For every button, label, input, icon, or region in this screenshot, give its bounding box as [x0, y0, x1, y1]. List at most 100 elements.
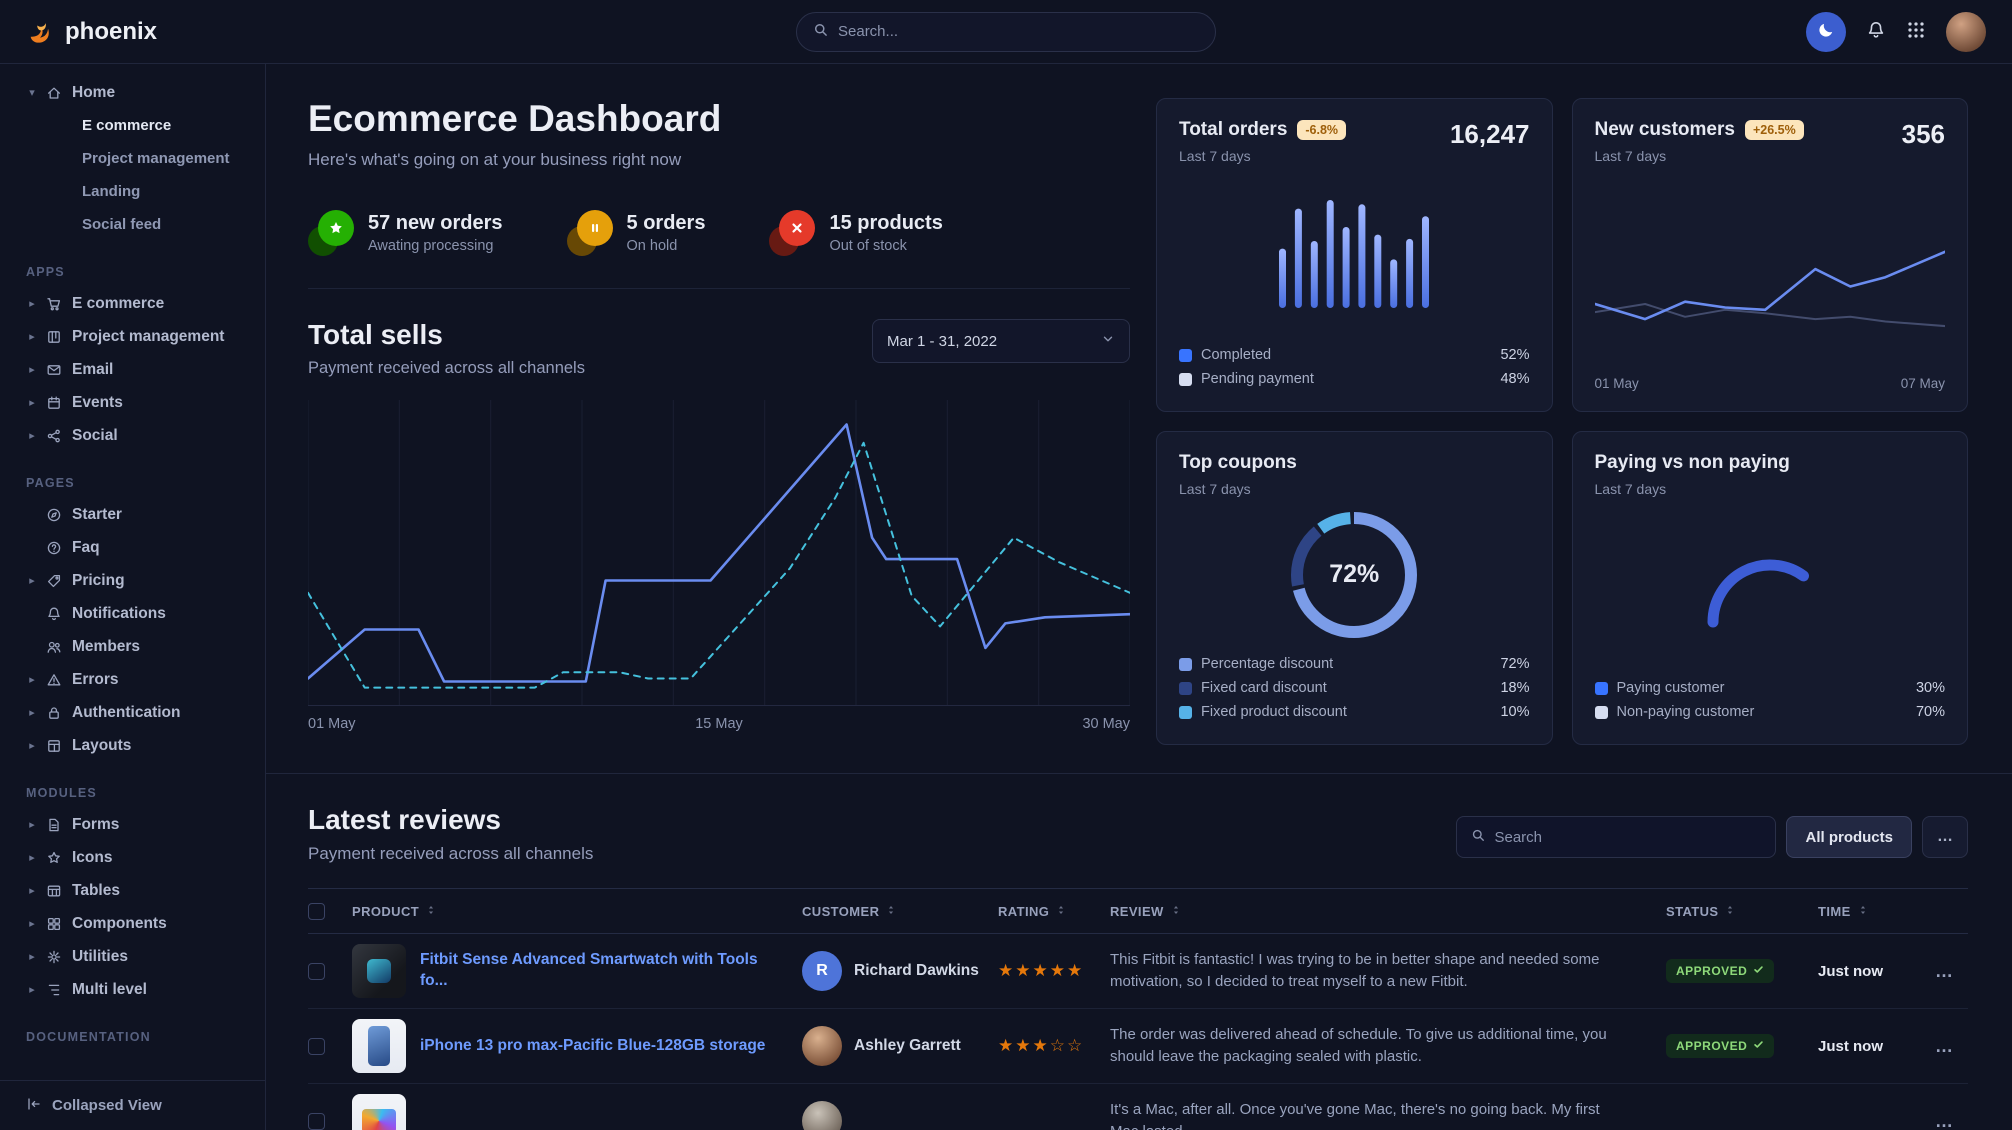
collapse-sidebar-button[interactable]: Collapsed View	[0, 1080, 265, 1130]
sidebar-item-components[interactable]: ▸ Components	[26, 907, 249, 940]
sidebar-item-label: Email	[72, 360, 114, 378]
column-header-review[interactable]: REVIEW	[1110, 904, 1666, 919]
sidebar-item-notifications[interactable]: Notifications	[26, 597, 249, 630]
star-icon	[46, 850, 62, 866]
stat-text: 15 products Out of stock	[829, 212, 942, 254]
sidebar-item-layouts[interactable]: ▸ Layouts	[26, 729, 249, 762]
sidebar-item-e-commerce[interactable]: E commerce	[82, 117, 172, 134]
sidebar-item-members[interactable]: Members	[26, 630, 249, 663]
total-orders-card: Total orders -6.8% Last 7 days 16,247 Co…	[1156, 98, 1553, 412]
legend-swatch	[1594, 681, 1608, 695]
legend-item-fixed-card-discount: Fixed card discount 18%	[1179, 676, 1530, 700]
row-menu-button[interactable]: …	[1935, 1110, 1953, 1130]
sort-icon	[1724, 904, 1736, 919]
row-checkbox[interactable]	[308, 962, 325, 980]
status-label: APPROVED	[1676, 1039, 1748, 1053]
select-all-checkbox[interactable]	[308, 902, 325, 920]
sidebar-item-errors[interactable]: ▸ Errors	[26, 663, 249, 696]
sidebar-item-label: Layouts	[72, 736, 132, 754]
sidebar-item-tables[interactable]: ▸ Tables	[26, 874, 249, 907]
legend-item-paying-customer: Paying customer 30%	[1594, 676, 1945, 700]
row-menu-button[interactable]: …	[1935, 1035, 1953, 1056]
rating-stars: ★★★★★	[998, 961, 1085, 980]
new-customers-badge: +26.5%	[1744, 120, 1804, 140]
column-header-customer[interactable]: CUSTOMER	[802, 904, 998, 919]
reviews-table-body: Fitbit Sense Advanced Smartwatch with To…	[308, 934, 1968, 1130]
row-menu-button[interactable]: …	[1935, 960, 1953, 981]
brand[interactable]: phoenix	[26, 17, 157, 47]
column-header-time[interactable]: TIME	[1818, 904, 1920, 919]
section-divider	[266, 773, 2012, 774]
sidebar-item-label: Starter	[72, 505, 122, 523]
sidebar-item-email[interactable]: ▸ Email	[26, 353, 249, 386]
warning-icon	[46, 672, 62, 688]
caret-icon: ▸	[29, 852, 35, 864]
column-header-status[interactable]: STATUS	[1666, 904, 1818, 919]
sidebar-item-events[interactable]: ▸ Events	[26, 386, 249, 419]
sidebar-item-landing[interactable]: Landing	[82, 183, 141, 200]
sort-icon	[1857, 904, 1869, 919]
legend-percent: 30%	[1915, 680, 1945, 696]
column-label: REVIEW	[1110, 903, 1164, 919]
legend-percent: 10%	[1500, 704, 1530, 720]
sidebar-item-pricing[interactable]: ▸ Pricing	[26, 564, 249, 597]
sidebar-item-icons[interactable]: ▸ Icons	[26, 841, 249, 874]
product-link[interactable]: Fitbit Sense Advanced Smartwatch with To…	[420, 951, 758, 989]
legend-label: Non-paying customer	[1616, 704, 1755, 720]
theme-toggle-button[interactable]	[1806, 11, 1846, 52]
legend-item-percentage-discount: Percentage discount 72%	[1179, 652, 1530, 676]
reviews-title: Latest reviews	[308, 804, 501, 835]
total-orders-legend: Completed 52% Pending payment 48%	[1179, 343, 1530, 391]
compass-icon	[46, 507, 62, 523]
users-icon	[46, 639, 62, 655]
column-label: PRODUCT	[352, 903, 420, 919]
total-orders-badge: -6.8%	[1297, 120, 1347, 140]
sidebar-item-starter[interactable]: Starter	[26, 498, 249, 531]
phoenix-logo-icon	[26, 17, 56, 47]
notifications-button[interactable]	[1866, 20, 1886, 43]
sidebar-item-utilities[interactable]: ▸ Utilities	[26, 940, 249, 973]
new-customers-title: New customers	[1594, 119, 1735, 140]
column-header-rating[interactable]: RATING	[998, 904, 1110, 919]
sidebar-item-faq[interactable]: Faq	[26, 531, 249, 564]
row-checkbox[interactable]	[308, 1112, 325, 1130]
stat-value: 5 orders	[626, 212, 706, 234]
date-range-select[interactable]: Mar 1 - 31, 2022	[872, 319, 1130, 363]
sidebar-item-multi-level[interactable]: ▸ Multi level	[26, 973, 249, 1006]
sidebar-item-forms[interactable]: ▸ Forms	[26, 808, 249, 841]
share-icon	[46, 428, 62, 444]
sidebar-item-e-commerce[interactable]: ▸ E commerce	[26, 287, 249, 320]
legend-item-pending-payment: Pending payment 48%	[1179, 367, 1530, 391]
sidebar-item-social[interactable]: ▸ Social	[26, 419, 249, 452]
sidebar-item-authentication[interactable]: ▸ Authentication	[26, 696, 249, 729]
caret-icon: ▸	[29, 298, 35, 310]
column-header-product[interactable]: PRODUCT	[352, 904, 802, 919]
table-icon	[46, 883, 62, 899]
reviews-more-button[interactable]: …	[1922, 816, 1968, 858]
customer-cell	[802, 1101, 998, 1130]
sidebar-item-project-management[interactable]: Project management	[82, 150, 230, 167]
status-cell: APPROVED	[1666, 959, 1818, 983]
sidebar-item-label: Forms	[72, 815, 120, 833]
reviews-search[interactable]	[1456, 816, 1777, 858]
moon-icon	[1817, 21, 1835, 42]
paying-title: Paying vs non paying	[1594, 452, 1790, 473]
column-label: TIME	[1818, 903, 1851, 919]
sidebar-item-label: Errors	[72, 670, 119, 688]
global-search-input[interactable]	[838, 23, 1199, 40]
sidebar-item-home[interactable]: ▾ Home	[26, 76, 249, 109]
product-link[interactable]: iPhone 13 pro max-Pacific Blue-128GB sto…	[420, 1036, 766, 1054]
all-products-button[interactable]: All products	[1786, 816, 1912, 858]
user-avatar[interactable]	[1946, 11, 1986, 52]
sidebar-item-label: Notifications	[72, 604, 166, 622]
sidebar-item-social-feed[interactable]: Social feed	[82, 216, 162, 233]
sidebar-item-label: Components	[72, 914, 167, 932]
reviews-search-input[interactable]	[1494, 828, 1762, 846]
global-search[interactable]	[796, 11, 1216, 52]
sidebar-item-project-management[interactable]: ▸ Project management	[26, 320, 249, 353]
stat-caption: Out of stock	[829, 238, 907, 254]
nc-x-end: 07 May	[1900, 376, 1945, 391]
apps-grid-button[interactable]	[1906, 20, 1926, 43]
star-badge-icon	[308, 210, 354, 256]
row-checkbox[interactable]	[308, 1037, 325, 1055]
